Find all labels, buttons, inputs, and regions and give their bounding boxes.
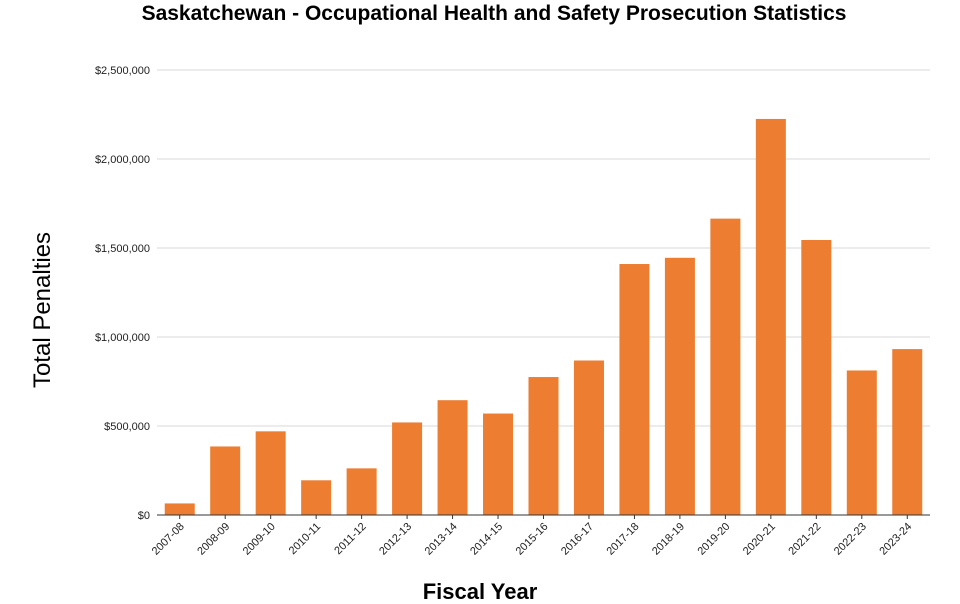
bar xyxy=(755,118,786,515)
x-tick-label: 2023-24 xyxy=(877,521,914,558)
bar xyxy=(573,360,604,515)
x-tick-label: 2020-21 xyxy=(741,521,778,558)
chart-title: Saskatchewan - Occupational Health and S… xyxy=(142,2,847,25)
x-tick-label: 2010-11 xyxy=(287,521,323,557)
bar xyxy=(846,370,877,515)
bar xyxy=(483,413,514,515)
bar xyxy=(210,446,241,515)
y-tick-label: $500,000 xyxy=(104,421,150,433)
x-tick-label: 2008-09 xyxy=(195,521,232,558)
bar xyxy=(664,257,695,515)
x-tick-label: 2013-14 xyxy=(423,521,460,558)
bar xyxy=(164,503,195,515)
bars xyxy=(164,118,923,516)
x-tick-label: 2018-19 xyxy=(650,521,687,558)
bar xyxy=(710,218,741,515)
x-tick-label: 2016-17 xyxy=(559,521,596,558)
y-tick-label: $2,000,000 xyxy=(95,154,150,166)
bar xyxy=(392,422,423,515)
x-tick-label: 2007-08 xyxy=(150,521,187,558)
bar xyxy=(801,239,832,516)
bar xyxy=(619,264,650,515)
x-tick-label: 2021-22 xyxy=(786,521,823,558)
x-tick-label: 2019-20 xyxy=(695,521,732,558)
y-tick-label: $2,500,000 xyxy=(95,65,150,77)
gridlines xyxy=(157,69,930,427)
x-tick-label: 2009-10 xyxy=(241,521,278,558)
x-tick-label: 2014-15 xyxy=(468,521,505,558)
y-tick-label: $0 xyxy=(138,510,150,522)
y-tick-label: $1,000,000 xyxy=(95,332,150,344)
bar xyxy=(528,377,559,515)
bar xyxy=(437,400,468,515)
bar xyxy=(346,468,377,515)
y-axis-ticks: $0 $500,000 $1,000,000 $1,500,000 $2,000,000… xyxy=(95,65,150,522)
bar xyxy=(255,431,286,515)
x-axis-title: Fiscal Year xyxy=(423,579,538,604)
x-tick-label: 2011-12 xyxy=(332,521,368,557)
x-tick-label: 2022-23 xyxy=(832,521,869,558)
y-tick-label: $1,500,000 xyxy=(95,243,150,255)
bar xyxy=(892,349,923,515)
x-tick-label: 2015-16 xyxy=(514,521,551,558)
x-tick-label: 2012-13 xyxy=(377,521,414,558)
y-axis-title: Total Penalties xyxy=(29,232,56,388)
bar xyxy=(301,480,332,515)
x-axis-ticks: 2007-08 2008-09 2009-10 2010-11 2011-12 2012-… xyxy=(150,515,914,558)
x-tick-label: 2017-18 xyxy=(605,521,642,558)
